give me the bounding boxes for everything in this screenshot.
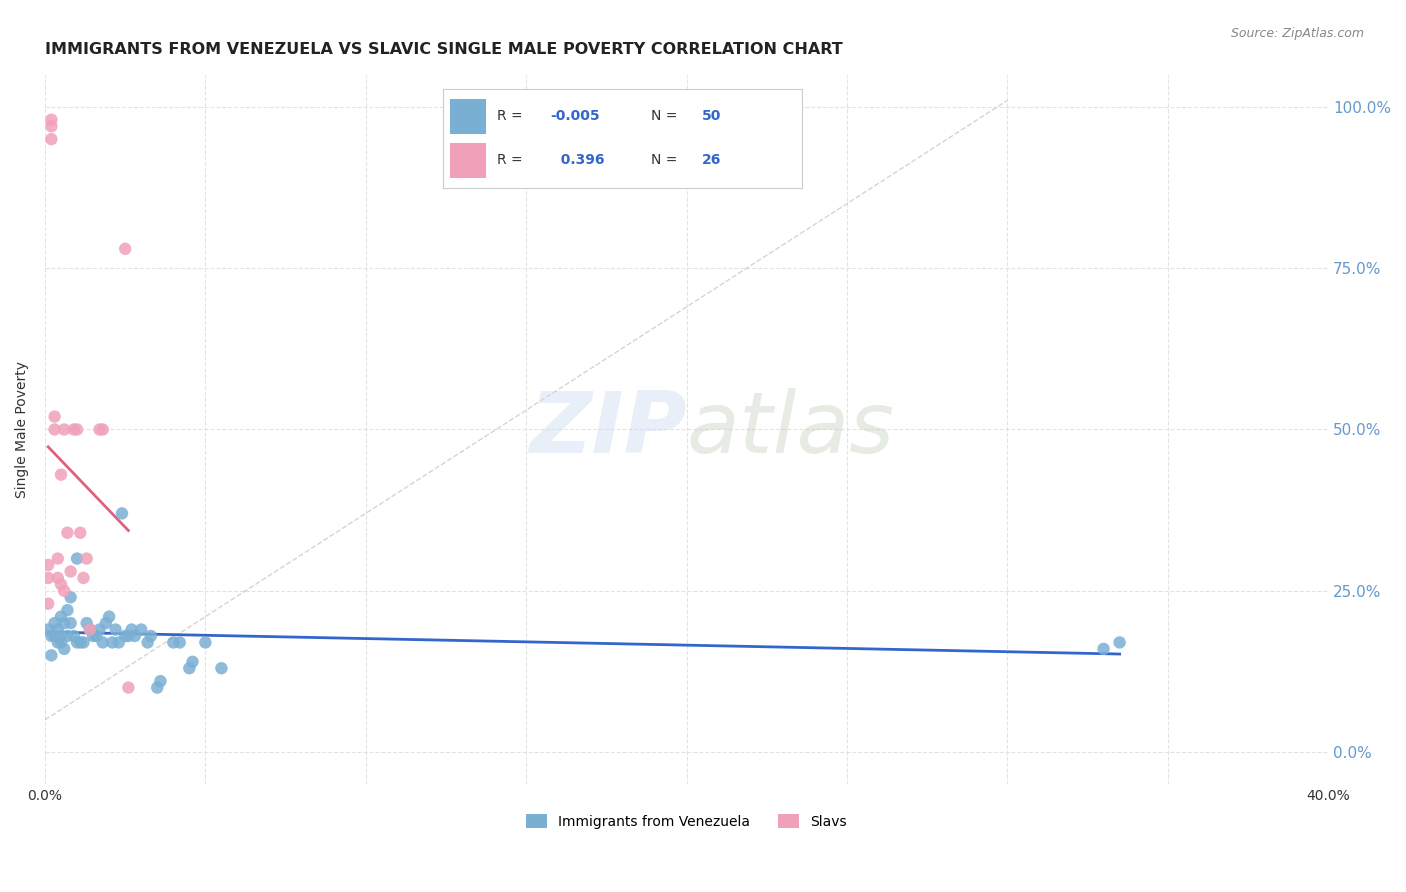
Point [44,409,66,424]
Point [139,629,162,643]
Point [129,623,152,637]
Text: ZIP: ZIP [529,388,686,471]
Point [44,629,66,643]
Point [107,635,129,649]
Point [1092,641,1115,656]
Point [209,661,232,675]
Point [79,623,101,637]
Point [59,565,82,579]
Point [179,661,201,675]
Point [104,623,127,637]
Point [162,635,184,649]
Point [46,623,69,637]
Point [111,507,134,521]
Text: atlas: atlas [686,388,894,471]
Point [91,422,114,436]
Point [49,467,72,482]
Point [91,635,114,649]
Point [89,422,111,436]
Point [101,635,124,649]
Point [44,616,66,631]
Point [1108,635,1130,649]
Point [49,635,72,649]
Point [41,132,63,146]
Point [117,681,139,695]
Point [136,635,159,649]
Point [121,623,143,637]
Text: IMMIGRANTS FROM VENEZUELA VS SLAVIC SINGLE MALE POVERTY CORRELATION CHART: IMMIGRANTS FROM VENEZUELA VS SLAVIC SING… [45,42,842,57]
Point [169,635,191,649]
Point [66,635,89,649]
Point [53,641,76,656]
Point [117,629,139,643]
Point [37,597,59,611]
Point [41,119,63,133]
Point [37,571,59,585]
Point [114,242,136,256]
Point [41,629,63,643]
Text: Source: ZipAtlas.com: Source: ZipAtlas.com [1230,27,1364,40]
Point [76,616,98,631]
Point [84,629,107,643]
Point [149,674,172,689]
Point [194,635,217,649]
Point [181,655,204,669]
Point [63,422,86,436]
Point [66,422,89,436]
Point [114,629,136,643]
Point [37,558,59,572]
Point [41,648,63,663]
Point [69,525,91,540]
Point [124,629,146,643]
Point [76,551,98,566]
Legend: Immigrants from Venezuela, Slavs: Immigrants from Venezuela, Slavs [520,808,852,834]
Y-axis label: Single Male Poverty: Single Male Poverty [15,361,30,498]
Point [59,616,82,631]
Point [53,583,76,598]
Point [37,623,59,637]
Point [53,422,76,436]
Point [69,635,91,649]
Point [49,577,72,591]
Point [66,551,89,566]
Point [146,681,169,695]
Point [94,616,117,631]
Point [56,603,79,617]
Point [53,616,76,631]
Point [49,609,72,624]
Point [59,591,82,605]
Point [49,629,72,643]
Point [82,629,104,643]
Point [46,571,69,585]
Point [72,571,94,585]
Point [89,623,111,637]
Point [63,629,86,643]
Point [79,623,101,637]
Point [41,112,63,127]
Point [56,629,79,643]
Point [46,635,69,649]
Point [44,422,66,436]
Point [56,525,79,540]
Point [46,551,69,566]
Point [98,609,121,624]
Point [72,635,94,649]
